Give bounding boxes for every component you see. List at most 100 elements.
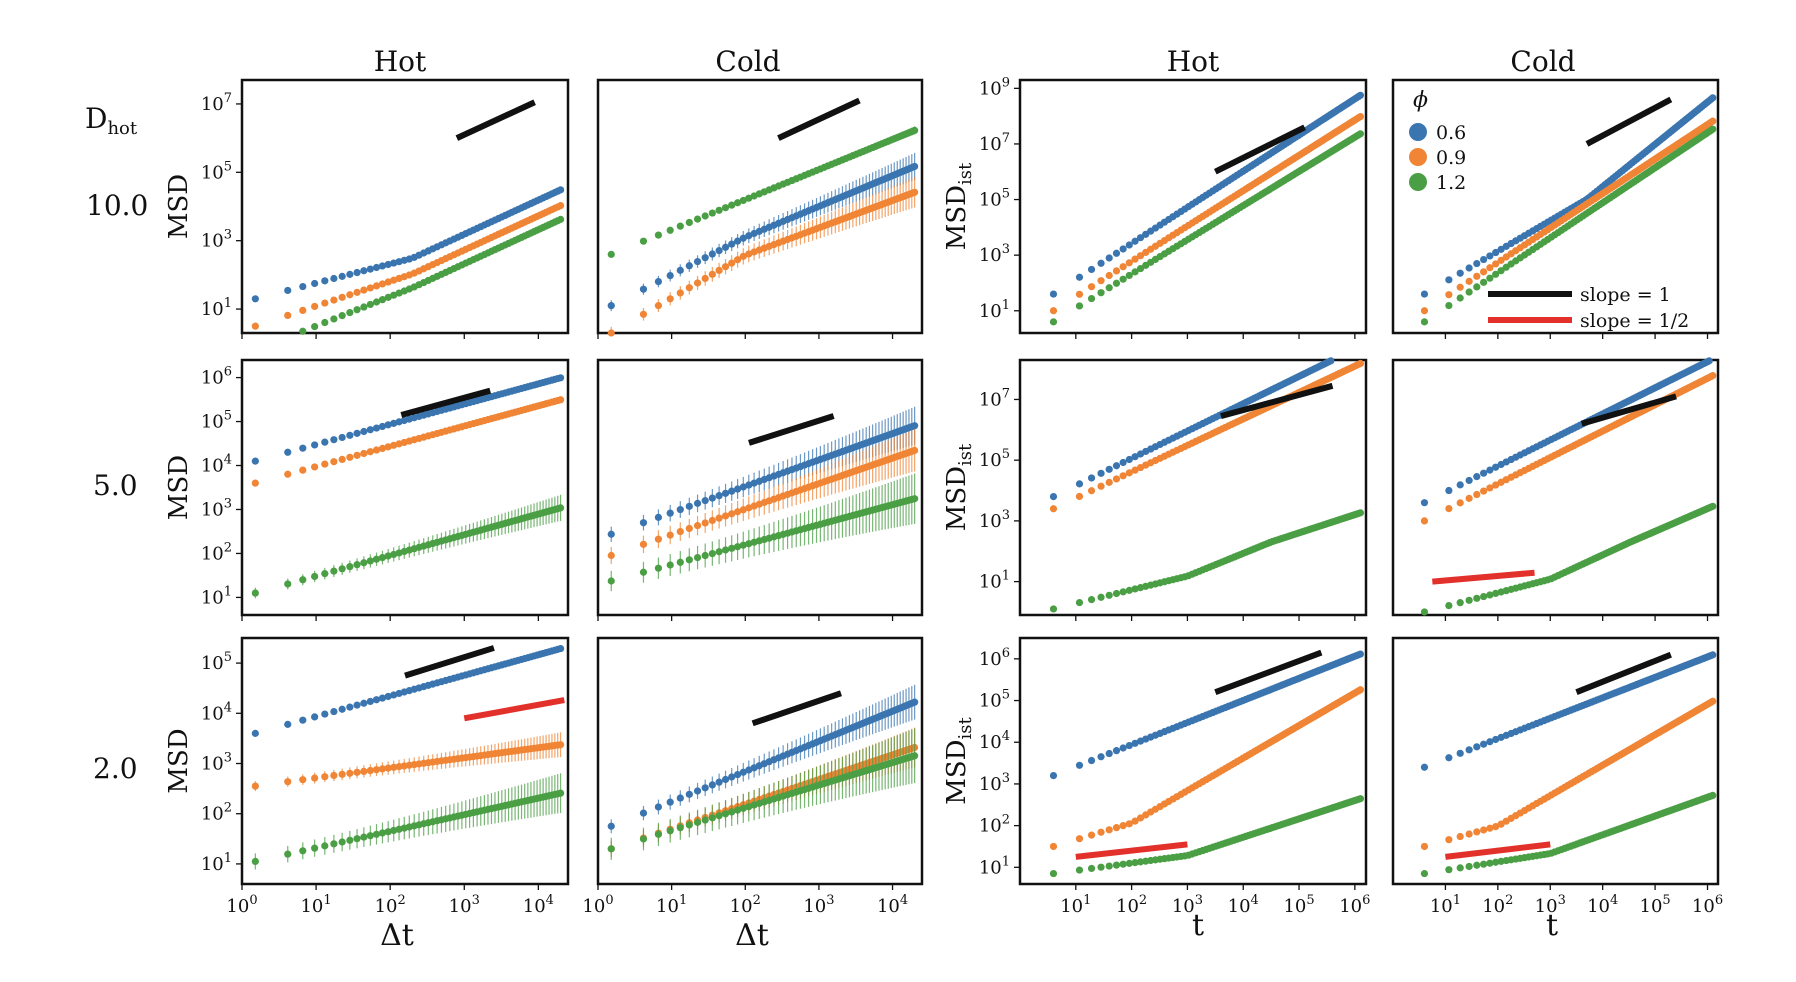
data-point: [1465, 494, 1473, 502]
data-point: [1097, 277, 1105, 285]
data-point: [1709, 94, 1717, 102]
data-point: [353, 288, 361, 296]
series-0.6: [1420, 94, 1717, 298]
y-tick-label: 101: [201, 851, 232, 875]
series-0.6: [607, 406, 919, 542]
data-point: [1105, 465, 1113, 473]
data-point: [701, 254, 709, 262]
data-point: [654, 513, 663, 521]
data-point: [353, 429, 361, 437]
data-point: [1327, 357, 1335, 365]
data-point: [911, 752, 919, 760]
data-point: [1131, 255, 1139, 263]
data-point: [1709, 791, 1717, 799]
series-1.2: [299, 215, 565, 335]
data-point: [1049, 869, 1058, 878]
guide-slope-1: [455, 99, 536, 141]
data-point: [1125, 859, 1133, 867]
data-point: [1709, 502, 1717, 510]
data-point: [384, 552, 392, 560]
data-point: [299, 306, 307, 314]
data-point: [701, 551, 709, 560]
data-point: [1105, 478, 1113, 486]
data-point: [372, 555, 381, 563]
y-tick-label: 103: [979, 508, 1010, 532]
data-point: [1473, 861, 1481, 869]
data-point: [911, 126, 919, 135]
data-point: [1456, 283, 1464, 291]
series-1.2: [251, 494, 565, 599]
data-point: [693, 553, 702, 562]
data-point: [734, 543, 742, 551]
panel-frame: [1018, 78, 1368, 335]
data-point: [378, 553, 387, 562]
panel-r0-c2: 101 103 105 107 109 MSDist: [942, 75, 1368, 339]
data-point: [1492, 270, 1500, 278]
x-tick-label: 100: [582, 893, 613, 917]
data-point: [911, 495, 919, 503]
data-point: [284, 311, 292, 319]
data-point: [715, 492, 723, 500]
data-point: [739, 768, 747, 776]
y-axis-label: MSD: [164, 174, 194, 239]
data-point: [353, 701, 361, 709]
series-0.6: [607, 684, 919, 834]
series-1.2: [1420, 125, 1717, 326]
data-point: [701, 497, 709, 505]
guide-slope-1: [777, 97, 861, 141]
data-point: [321, 277, 329, 285]
series-1.2: [1049, 795, 1365, 878]
data-point: [654, 803, 663, 811]
col-title-cold-right: Cold: [1510, 45, 1575, 78]
guide-slope-1: [1220, 382, 1334, 420]
data-point: [311, 572, 319, 581]
legend-marker-1.2: [1409, 173, 1427, 191]
data-point: [739, 506, 747, 514]
data-point: [721, 263, 730, 271]
data-point: [353, 306, 361, 314]
panel-r0-c0: 101 103 105 107 MSD: [164, 78, 570, 339]
series-0.6: [1420, 651, 1717, 771]
panel-frame: [240, 636, 570, 886]
data-point: [639, 237, 648, 245]
data-point: [1097, 863, 1105, 871]
data-point: [911, 162, 919, 171]
data-point: [1497, 267, 1505, 275]
data-point: [556, 504, 565, 512]
y-axis-label: MSD: [164, 455, 194, 520]
data-point: [666, 561, 674, 569]
xlabel-dt-hot: Δt: [380, 918, 414, 953]
data-point: [607, 302, 615, 310]
series-0.6: [1420, 357, 1713, 507]
data-point: [739, 483, 747, 491]
series-0.9: [251, 732, 565, 792]
data-point: [676, 222, 684, 230]
guide-slope-half: [1432, 569, 1535, 585]
data-point: [715, 206, 723, 214]
data-point: [346, 836, 354, 844]
panel-frame: [240, 358, 570, 617]
data-point: [685, 821, 693, 829]
data-point: [1709, 697, 1717, 705]
data-point: [1105, 254, 1113, 262]
data-point: [251, 295, 259, 303]
data-point: [366, 557, 374, 565]
data-point: [693, 499, 702, 507]
data-point: [1486, 274, 1494, 282]
data-point: [1473, 828, 1481, 836]
y-tick-label: 105: [979, 447, 1010, 471]
data-point: [1420, 318, 1429, 326]
guide-slope-1: [404, 645, 495, 679]
y-axis-label: MSDist: [942, 162, 976, 250]
data-point: [311, 302, 319, 311]
data-point: [1049, 505, 1058, 513]
data-point: [284, 720, 292, 728]
data-point: [321, 438, 329, 446]
data-point: [1049, 605, 1058, 613]
data-point: [1049, 771, 1058, 780]
data-point: [299, 327, 307, 335]
data-point: [1709, 372, 1717, 380]
series-0.6: [607, 152, 919, 312]
data-point: [1473, 490, 1481, 499]
y-tick-label: 103: [201, 228, 232, 252]
